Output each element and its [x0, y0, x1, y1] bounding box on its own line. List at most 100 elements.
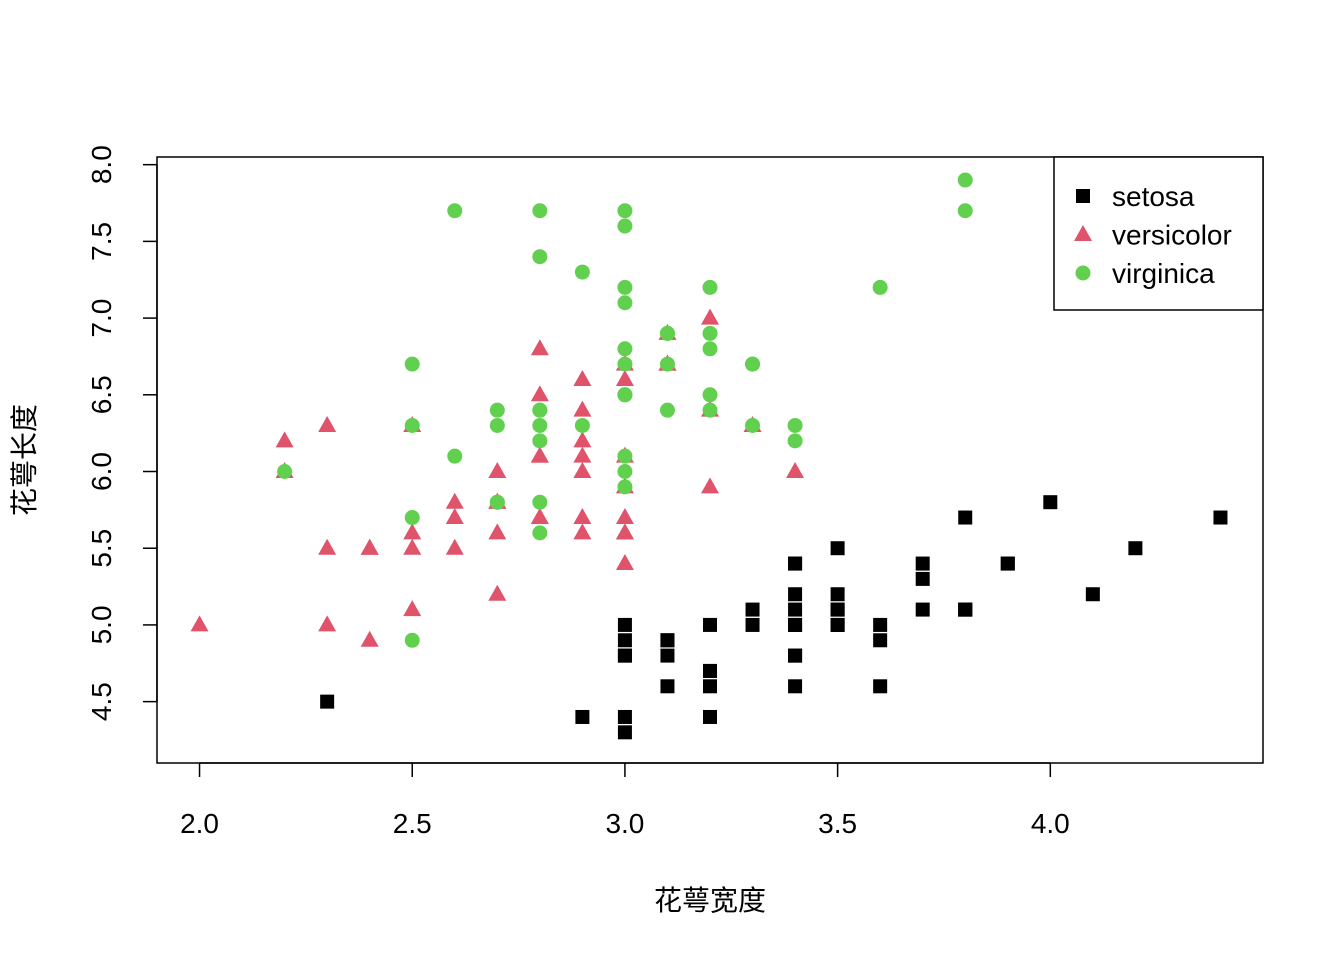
- setosa-point: [617, 633, 632, 648]
- virginica-point: [617, 218, 633, 234]
- virginica-point: [532, 249, 548, 265]
- versicolor-point: [573, 369, 592, 386]
- versicolor-point: [403, 538, 422, 555]
- virginica-point: [787, 417, 803, 433]
- virginica-point: [617, 448, 633, 464]
- virginica-point: [617, 341, 633, 357]
- x-axis: 2.0 2.5 3.0 3.5 4.0: [180, 762, 1070, 839]
- versicolor-point: [275, 431, 294, 448]
- virginica-point: [489, 402, 505, 418]
- virginica-point: [702, 387, 718, 403]
- versicolor-point: [615, 523, 634, 540]
- legend-virginica-marker: [1075, 265, 1091, 281]
- versicolor-point: [701, 308, 719, 325]
- y-tick-label: 6.5: [86, 375, 117, 414]
- virginica-point: [617, 279, 633, 295]
- virginica-point: [489, 417, 505, 433]
- versicolor-point: [786, 462, 805, 479]
- setosa-point: [788, 602, 803, 617]
- virginica-point: [532, 203, 548, 219]
- data-points: [190, 172, 1228, 740]
- virginica-point: [447, 448, 463, 464]
- legend-versicolor-marker: [1074, 225, 1092, 241]
- virginica-point: [702, 325, 718, 341]
- setosa-point: [788, 556, 803, 571]
- virginica-point: [617, 295, 633, 311]
- setosa-point: [915, 556, 930, 571]
- setosa-point: [788, 587, 803, 602]
- setosa-point: [745, 602, 760, 617]
- versicolor-point: [530, 508, 549, 525]
- versicolor-point: [530, 339, 549, 356]
- x-tick-label: 3.0: [605, 808, 644, 839]
- setosa-point: [617, 725, 632, 740]
- versicolor-point: [615, 508, 634, 525]
- versicolor-point: [530, 385, 549, 402]
- virginica-point: [532, 494, 548, 510]
- setosa-point: [788, 617, 803, 632]
- virginica-point: [787, 433, 803, 449]
- setosa-point: [1213, 510, 1228, 525]
- setosa-point: [745, 617, 760, 632]
- versicolor-point: [488, 462, 507, 479]
- versicolor-point: [318, 615, 337, 632]
- y-tick-label: 5.5: [86, 529, 117, 568]
- virginica-point: [659, 402, 675, 418]
- y-axis: 4.5 5.0 5.5 6.0 6.5 7.0 7.5 8.0: [86, 145, 158, 721]
- legend-versicolor-label: versicolor: [1112, 220, 1232, 251]
- virginica-point: [617, 479, 633, 495]
- versicolor-point: [445, 538, 464, 555]
- versicolor-point: [573, 446, 592, 463]
- versicolor-point: [360, 538, 379, 555]
- virginica-point: [957, 172, 973, 188]
- setosa-point: [788, 679, 803, 694]
- setosa-point: [617, 617, 632, 632]
- setosa-point: [703, 679, 717, 694]
- setosa-point: [873, 633, 888, 648]
- versicolor-point: [530, 446, 549, 463]
- y-tick-label: 5.0: [86, 605, 117, 644]
- y-axis-title: 花萼长度: [9, 404, 40, 516]
- virginica-point: [447, 203, 463, 219]
- setosa-point: [575, 709, 590, 724]
- virginica-point: [872, 279, 888, 295]
- versicolor-point: [573, 431, 592, 448]
- setosa-point: [830, 541, 845, 556]
- virginica-point: [702, 402, 718, 418]
- versicolor-point: [318, 538, 337, 555]
- virginica-point: [404, 510, 420, 526]
- setosa-point: [1128, 541, 1143, 556]
- virginica-point: [532, 417, 548, 433]
- setosa-point: [320, 694, 335, 709]
- versicolor-point: [488, 523, 507, 540]
- setosa-point: [703, 709, 717, 724]
- virginica-point: [277, 464, 293, 480]
- y-tick-label: 7.0: [86, 299, 117, 338]
- virginica-point: [574, 264, 590, 280]
- setosa-point: [915, 602, 930, 617]
- setosa-point: [915, 571, 930, 586]
- setosa-point: [958, 602, 973, 617]
- virginica-point: [532, 525, 548, 541]
- y-tick-label: 6.0: [86, 452, 117, 491]
- setosa-point: [788, 648, 803, 663]
- versicolor-point: [488, 584, 507, 601]
- versicolor-point: [573, 523, 592, 540]
- virginica-point: [617, 387, 633, 403]
- setosa-point: [660, 648, 675, 663]
- virginica-point: [702, 279, 718, 295]
- versicolor-point: [615, 554, 634, 571]
- legend-box: [1053, 156, 1264, 311]
- virginica-point: [404, 417, 420, 433]
- virginica-point: [404, 356, 420, 372]
- setosa-point: [958, 510, 973, 525]
- setosa-point: [660, 633, 675, 648]
- virginica-point: [617, 356, 633, 372]
- virginica-point: [745, 417, 761, 433]
- legend-setosa-label: setosa: [1112, 181, 1195, 212]
- versicolor-point: [701, 477, 719, 494]
- versicolor-point: [360, 630, 379, 647]
- versicolor-point: [403, 523, 422, 540]
- setosa-point: [873, 679, 888, 694]
